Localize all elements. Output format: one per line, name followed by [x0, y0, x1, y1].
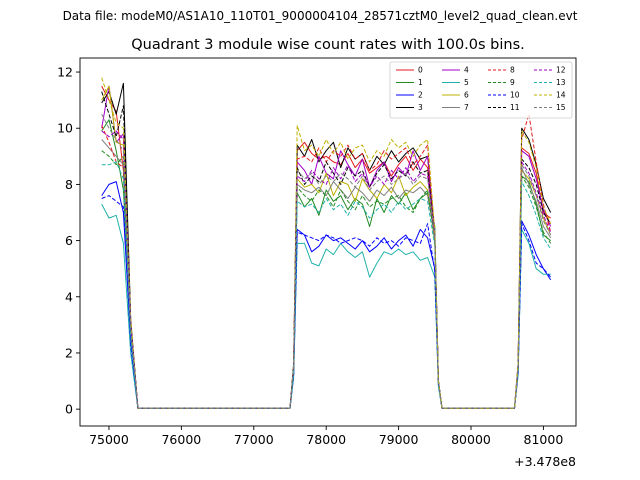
legend-label-10: 10 [510, 91, 520, 100]
series-line-11 [101, 91, 552, 409]
axes: 75000 76000 77000 78000 79000 80000 81000 0 2 4 6 8… [57, 57, 577, 469]
legend-label-1: 1 [418, 78, 423, 87]
y-tick-label-8: 8 [65, 177, 73, 192]
x-tick-label-76000: 76000 [161, 432, 201, 447]
plot-frame [79, 57, 577, 427]
series-line-1 [101, 119, 552, 409]
legend-label-3: 3 [418, 103, 423, 112]
series-line-2 [101, 181, 552, 409]
x-tick-label-79000: 79000 [379, 432, 419, 447]
legend-label-7: 7 [464, 103, 469, 112]
y-tick-label-10: 10 [57, 121, 73, 136]
x-tick-label-75000: 75000 [89, 432, 129, 447]
legend-label-5: 5 [464, 78, 469, 87]
y-tick-label-2: 2 [65, 345, 73, 360]
x-tick-label-80000: 80000 [451, 432, 491, 447]
legend-label-8: 8 [510, 66, 515, 75]
series-line-4 [101, 85, 552, 409]
series-line-6 [101, 85, 552, 409]
series-line-3 [101, 82, 552, 409]
legend-label-12: 12 [556, 66, 566, 75]
y-tick-label-4: 4 [65, 289, 73, 304]
suptitle: Data file: modeM0/AS1A10_110T01_90000041… [63, 9, 578, 23]
x-tick-label-78000: 78000 [306, 432, 346, 447]
legend-label-13: 13 [556, 78, 566, 87]
series-line-13 [101, 161, 552, 409]
legend-label-11: 11 [510, 103, 520, 112]
series-line-9 [101, 150, 552, 409]
series-line-0 [101, 85, 552, 409]
legend-label-15: 15 [556, 103, 566, 112]
y-tick-label-12: 12 [57, 65, 73, 80]
series-line-15 [101, 113, 552, 409]
series-layer [101, 77, 552, 409]
legend-label-0: 0 [418, 66, 423, 75]
series-line-7 [101, 139, 552, 409]
legend-box [389, 61, 573, 119]
legend-label-6: 6 [464, 91, 469, 100]
y-tick-label-0: 0 [65, 402, 73, 417]
x-offset-label: +3.478e8 [514, 454, 576, 469]
legend-label-4: 4 [464, 66, 469, 75]
x-tick-label-81000: 81000 [524, 432, 564, 447]
y-tick-label-6: 6 [65, 233, 73, 248]
x-tick-label-77000: 77000 [234, 432, 274, 447]
series-line-14 [101, 77, 552, 409]
legend-label-14: 14 [556, 91, 566, 100]
series-line-8 [101, 113, 552, 409]
legend-label-2: 2 [418, 91, 423, 100]
chart-title: Quadrant 3 module wise count rates with … [131, 37, 525, 53]
series-line-10 [101, 195, 552, 409]
legend-label-9: 9 [510, 78, 515, 87]
